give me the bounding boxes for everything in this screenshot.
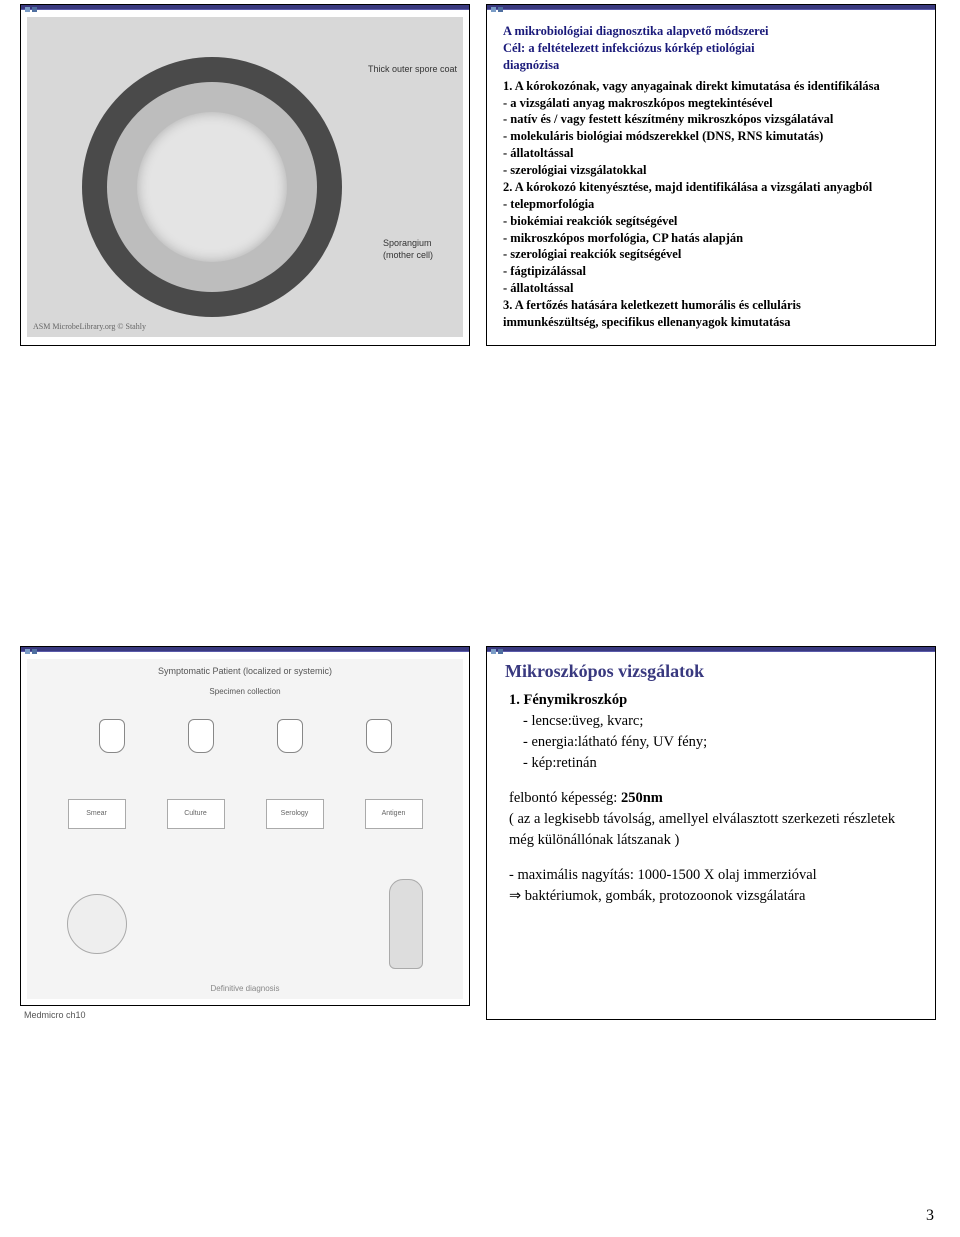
diagram-box: Antigen: [365, 799, 423, 829]
petri-dish-icon: [67, 894, 127, 954]
arrow-line: baktériumok, gombák, protozoonok vizsgál…: [509, 886, 915, 907]
resolution-definition: ( az a legkisebb távolság, amellyel elvá…: [509, 809, 915, 851]
diagram-box: Smear: [68, 799, 126, 829]
slide-mikroszkopos: Mikroszkópos vizsgálatok 1. Fénymikroszk…: [486, 646, 936, 1020]
sample-tube-icon: [366, 719, 392, 753]
resolution-line: felbontó képesség: 250nm: [509, 788, 915, 809]
slide-accent: [21, 647, 469, 652]
section1-title: 1. Fénymikroszkóp: [509, 690, 915, 711]
point2-item: - fágtipizálással: [503, 263, 919, 280]
slide4-heading: Mikroszkópos vizsgálatok: [487, 647, 935, 688]
point1-item: - állatoltással: [503, 145, 919, 162]
image-source: ASM MicrobeLibrary.org © Stahly: [33, 322, 146, 333]
point2-lead: 2. A kórokozó kitenyésztése, majd identi…: [503, 180, 872, 194]
point1-lead: 1. A kórokozónak, vagy anyagainak direkt…: [503, 79, 880, 93]
point1-item: - a vizsgálati anyag makroszkópos megtek…: [503, 95, 919, 112]
sample-tube-icon: [99, 719, 125, 753]
diagram-box: Culture: [167, 799, 225, 829]
slide-em-photo: Thick outer spore coat Sporangium (mothe…: [20, 4, 470, 346]
point1-item: - molekuláris biológiai módszerekkel (DN…: [503, 128, 919, 145]
point1-item: - szerológiai vizsgálatokkal: [503, 162, 919, 179]
point2-item: - állatoltással: [503, 280, 919, 297]
point2-item: - mikroszkópos morfológia, CP hatás alap…: [503, 230, 919, 247]
diagram-step-label: Specimen collection: [209, 687, 280, 698]
resolution-value: 250nm: [621, 790, 663, 806]
diagram-box: Serology: [266, 799, 324, 829]
slide2-title-line2: Cél: a feltételezett infekciózus kórkép …: [503, 40, 919, 57]
electron-micrograph-placeholder: Thick outer spore coat Sporangium (mothe…: [27, 17, 463, 337]
page-number: 3: [926, 1207, 934, 1225]
slide-accent: [487, 647, 935, 652]
slide-diagnosztika-text: A mikrobiológiai diagnosztika alapvető m…: [486, 4, 936, 346]
list-item: kép:retinán: [523, 753, 915, 774]
patient-figure-icon: [389, 879, 423, 969]
label-sporangium: Sporangium (mother cell): [383, 237, 453, 261]
diagram-top-label: Symptomatic Patient (localized or system…: [158, 665, 332, 677]
list-item: maximális nagyítás: 1000-1500 X olaj imm…: [509, 865, 915, 886]
point3-tail: immunkészültség, specifikus ellenanyagok…: [503, 315, 791, 329]
point2-item: - biokémiai reakciók segítségével: [503, 213, 919, 230]
sample-tube-icon: [188, 719, 214, 753]
list-item: lencse:üveg, kvarc;: [523, 711, 915, 732]
tail-list: maximális nagyítás: 1000-1500 X olaj imm…: [509, 865, 915, 886]
slide-flow-diagram: Symptomatic Patient (localized or system…: [20, 646, 470, 1006]
point2-item: - telepmorfológia: [503, 196, 919, 213]
slide3-wrapper: Symptomatic Patient (localized or system…: [20, 646, 470, 1020]
slide3-caption: Medmicro ch10: [24, 1010, 470, 1020]
list-item: energia:látható fény, UV fény;: [523, 732, 915, 753]
point3-lead: 3. A fertőzés hatására keletkezett humor…: [503, 298, 801, 312]
diagram-footer-label: Definitive diagnosis: [211, 984, 280, 995]
sample-tube-icon: [277, 719, 303, 753]
point1-item: - natív és / vagy festett készítmény mik…: [503, 111, 919, 128]
resolution-label: felbontó képesség:: [509, 790, 621, 806]
slide2-title-line3: diagnózisa: [503, 57, 919, 74]
slide2-title-line1: A mikrobiológiai diagnosztika alapvető m…: [503, 23, 919, 40]
section1-list: lencse:üveg, kvarc; energia:látható fény…: [523, 711, 915, 774]
point2-item: - szerológiai reakciók segítségével: [503, 246, 919, 263]
slide-accent: [487, 5, 935, 10]
label-spore-coat: Thick outer spore coat: [368, 63, 457, 75]
diagnostic-flow-diagram-placeholder: Symptomatic Patient (localized or system…: [27, 659, 463, 999]
slide-accent: [21, 5, 469, 10]
